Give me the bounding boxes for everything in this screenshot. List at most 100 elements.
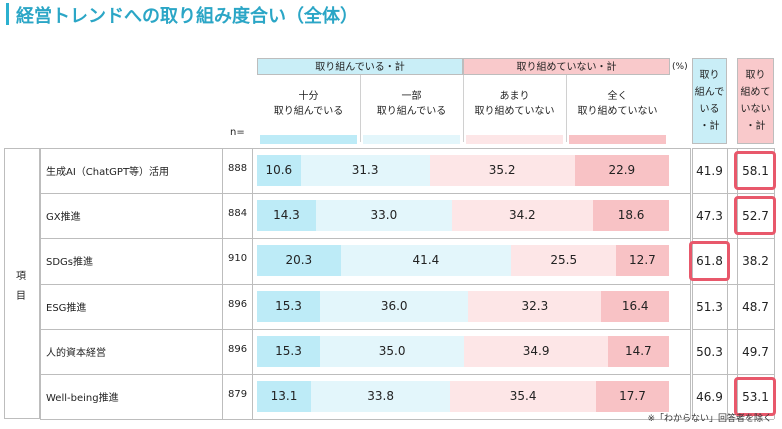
total-row-divider <box>692 283 774 285</box>
total-engaged-header-line: 取り <box>699 70 720 81</box>
bar-segment: 14.3 <box>257 200 316 232</box>
total-engaged-header-line: 組んで <box>694 87 725 98</box>
n-column-header: n= <box>230 127 245 138</box>
bar-segment: 16.4 <box>601 290 669 322</box>
row-label: GX推進 <box>46 212 81 224</box>
row-divider <box>40 328 690 330</box>
bar-segment: 35.4 <box>450 381 597 412</box>
column-divider <box>463 75 464 142</box>
category-header-line: 取り組めていない <box>577 106 658 117</box>
row-label: ESG推進 <box>46 302 87 314</box>
row-label: 生成AI（ChatGPT等）活用 <box>46 167 170 178</box>
total-engaged-value: 61.8 <box>696 254 723 269</box>
row-label: SDGs推進 <box>46 257 94 269</box>
category-header-line: 一部 <box>401 91 422 102</box>
row-divider <box>40 193 690 195</box>
total-not-engaged-value: 58.1 <box>742 164 769 178</box>
category-color-swatch <box>569 135 666 144</box>
total-row-divider <box>692 374 774 375</box>
row-divider <box>40 283 690 285</box>
bar-segment: 41.4 <box>340 245 512 277</box>
row-sample-size: 884 <box>228 208 248 220</box>
category-header-line: 取り組んでいる <box>376 106 447 117</box>
total-engaged-value: 47.3 <box>696 209 723 224</box>
total-engaged-header-line: ・計 <box>699 121 720 132</box>
highlight-box <box>734 377 776 417</box>
bar-segment: 20.3 <box>257 245 341 277</box>
total-row-divider <box>692 238 774 240</box>
bar-segment: 35.2 <box>429 155 575 186</box>
row-sample-size: 910 <box>228 253 248 265</box>
row-label: 人的資本経営 <box>46 347 106 359</box>
category-header-1: 十分 取り組んでいる <box>257 89 360 119</box>
bar-segment: 31.3 <box>300 155 430 186</box>
bar-segment: 18.6 <box>592 200 670 232</box>
total-engaged-value: 41.9 <box>696 164 723 178</box>
bar-segment: 13.1 <box>257 381 311 412</box>
group-header-not-engaged: 取り組めていない・計 <box>463 58 670 75</box>
row-sample-size: 896 <box>228 298 248 310</box>
category-color-swatch <box>260 135 357 144</box>
bar-segment: 10.6 <box>257 155 301 186</box>
bar-segment: 17.7 <box>596 381 669 412</box>
total-row-divider <box>692 148 774 149</box>
item-axis-label: 項 目 <box>4 148 40 419</box>
group-header-engaged: 取り組んでいる・計 <box>257 58 463 75</box>
bar-segment: 22.9 <box>574 155 669 186</box>
category-header-3: あまり取り組めていない <box>463 89 566 119</box>
table-bottom-border <box>40 419 690 421</box>
total-not-engaged-header-line: いない <box>740 104 771 115</box>
total-not-engaged-value: 52.7 <box>742 209 769 224</box>
bar-segment: 33.0 <box>315 200 452 232</box>
category-header-line: 十分 <box>298 91 319 102</box>
title-accent-bar <box>6 3 9 25</box>
bar-segment: 32.3 <box>468 290 602 322</box>
bar-segment: 15.3 <box>257 335 321 367</box>
category-header-line: あまり <box>499 91 530 102</box>
category-header-line: 取り組んでいる <box>273 106 344 117</box>
total-not-engaged-value: 53.1 <box>742 390 769 404</box>
column-divider <box>360 75 361 142</box>
row-sample-size: 879 <box>228 389 248 400</box>
total-not-engaged-header-line: 組めて <box>740 87 771 98</box>
row-divider <box>40 374 690 375</box>
total-engaged-header: 取り 組んで いる ・計 <box>692 58 727 144</box>
bar-segment: 33.8 <box>310 381 451 412</box>
category-header-4: 全く取り組めていない <box>566 89 669 119</box>
total-bottom-border <box>692 419 774 421</box>
table-right-border <box>690 148 691 420</box>
total-row-divider <box>692 193 774 195</box>
category-header-2: 一部 取り組んでいる <box>360 89 463 119</box>
row-label: Well-being推進 <box>46 393 119 404</box>
row-sample-size: 896 <box>228 343 248 355</box>
total-engaged-header-line: いる <box>699 104 720 115</box>
total-row-divider <box>692 328 774 330</box>
bar-segment: 35.0 <box>320 335 465 367</box>
highlight-box <box>689 241 730 281</box>
total-not-engaged-header: 取り 組めて いない ・計 <box>737 58 774 144</box>
column-divider <box>566 75 567 142</box>
bar-segment: 34.2 <box>451 200 593 232</box>
bar-segment: 14.7 <box>608 335 669 367</box>
total-not-engaged-value: 38.2 <box>742 254 769 269</box>
category-header-line: 取り組めていない <box>474 106 555 117</box>
total-engaged-value: 51.3 <box>696 299 723 314</box>
bar-segment: 25.5 <box>511 245 617 277</box>
unit-label: (%) <box>672 62 688 72</box>
total-engaged-value: 50.3 <box>696 344 723 359</box>
total-column-right-border <box>774 148 775 420</box>
bar-segment: 34.9 <box>464 335 609 367</box>
category-color-swatch <box>363 135 460 144</box>
bar-segment: 15.3 <box>257 290 321 322</box>
highlight-box <box>734 196 776 236</box>
total-not-engaged-header-line: 取り <box>745 70 766 81</box>
row-divider <box>40 148 690 149</box>
row-divider <box>40 238 690 240</box>
item-axis-label-char: 目 <box>16 291 26 302</box>
category-header-line: 全く <box>607 91 628 102</box>
highlight-box <box>734 151 776 191</box>
total-not-engaged-value: 49.7 <box>742 344 769 359</box>
footnote: ※「わからない」回答者を除く <box>647 414 772 424</box>
page-title: 経営トレンドへの取り組み度合い（全体） <box>16 6 358 27</box>
total-engaged-value: 46.9 <box>696 390 723 404</box>
